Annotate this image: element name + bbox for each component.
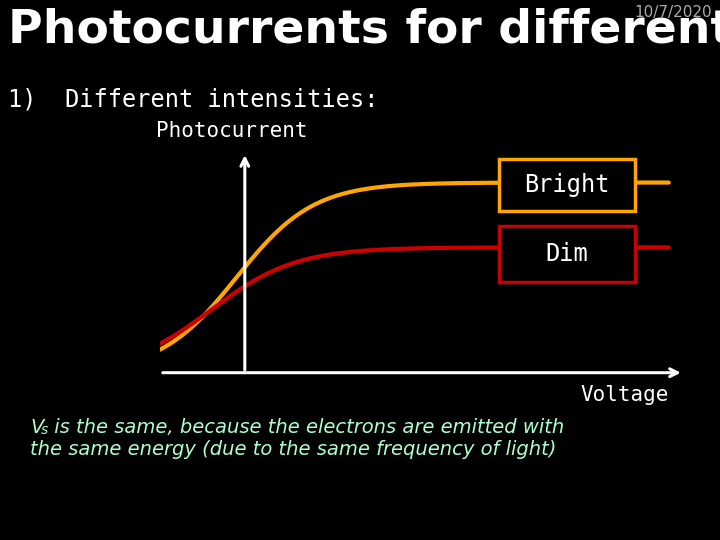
Text: Photocurrents for different light: Photocurrents for different light xyxy=(8,8,720,53)
Text: is the same, because the electrons are emitted with: is the same, because the electrons are e… xyxy=(48,418,564,437)
Bar xyxy=(499,159,635,211)
Text: the same energy (due to the same frequency of light): the same energy (due to the same frequen… xyxy=(30,440,557,459)
Text: Dim: Dim xyxy=(546,242,588,266)
Text: Voltage: Voltage xyxy=(580,384,669,404)
Bar xyxy=(499,226,635,282)
Text: 10/7/2020: 10/7/2020 xyxy=(634,5,712,20)
Text: Photocurrent: Photocurrent xyxy=(156,122,308,141)
Text: 1)  Different intensities:: 1) Different intensities: xyxy=(8,88,379,112)
Text: s: s xyxy=(41,423,48,437)
Text: V: V xyxy=(30,418,43,437)
Text: Bright: Bright xyxy=(524,173,610,197)
